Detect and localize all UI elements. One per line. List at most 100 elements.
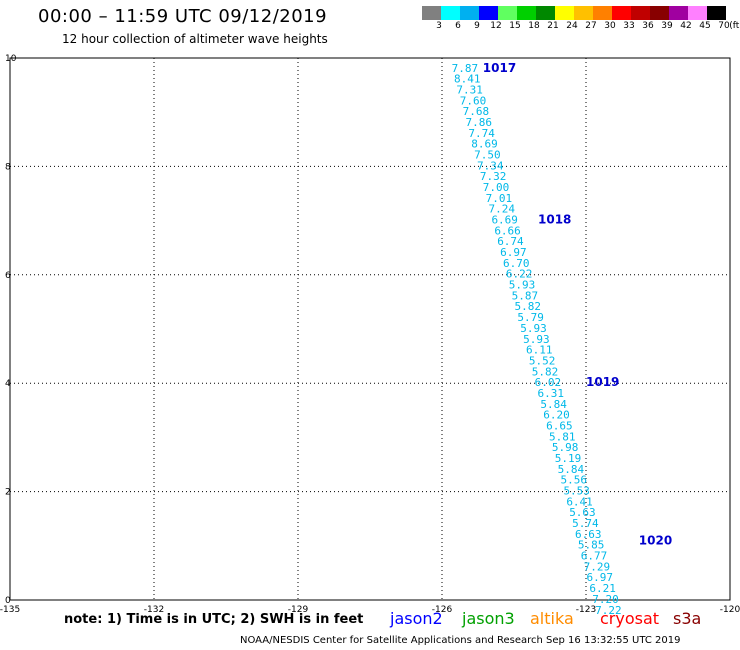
swh-value: 5.74 [572,517,599,530]
color-legend-label: 12 [490,21,502,31]
swh-value: 7.32 [480,170,507,183]
swh-value: 5.56 [561,474,588,487]
color-legend-label: 45 [699,21,711,31]
x-tick-label: -126 [432,605,453,615]
x-tick-label: -129 [288,605,309,615]
y-tick-label: 10 [5,54,17,64]
color-legend-label: 39 [661,21,673,31]
color-legend-label: 30 [604,21,616,31]
y-tick-label: 8 [5,162,11,172]
swh-value: 7.68 [463,105,490,118]
swh-value: 5.53 [563,485,590,498]
swh-value: 5.79 [517,311,544,324]
swh-value: 5.84 [540,398,567,411]
color-swatch [574,6,593,20]
color-legend [422,6,726,20]
swh-value: 7.24 [489,203,516,216]
color-legend-label: 33 [623,21,635,31]
swh-value: 7.29 [584,560,611,573]
swh-value: 7.60 [460,94,487,107]
color-legend-label: 18 [528,21,540,31]
swh-value: 7.00 [483,181,510,194]
swh-value: 7.31 [456,83,483,96]
color-legend-label: 6 [455,21,461,31]
credit-line: NOAA/NESDIS Center for Satellite Applica… [240,635,681,646]
swh-value: 6.70 [503,257,529,270]
color-legend-label: 9 [474,21,480,31]
swh-value: 5.98 [552,441,579,454]
map-subtitle: 12 hour collection of altimeter wave hei… [62,32,328,46]
swh-value: 6.74 [497,235,524,248]
swh-value: 6.22 [506,268,532,281]
time-label: 1017 [483,61,516,75]
swh-value: 6.11 [526,344,553,357]
time-label: 1019 [586,375,619,389]
color-legend-label: 42 [680,21,692,31]
swh-value: 6.65 [546,419,573,432]
color-swatch [536,6,555,20]
swh-value: 5.87 [512,289,538,302]
satellite-legend-item: altika [530,609,574,628]
color-legend-label: 24 [566,21,578,31]
swh-value: 6.69 [491,214,518,227]
color-swatch [612,6,631,20]
swh-value: 7.34 [477,159,504,172]
color-legend-label: 21 [547,21,559,31]
swh-value: 5.84 [558,463,585,476]
x-tick-label: -132 [144,605,164,615]
satellite-legend-item: jason2 [390,609,443,628]
time-label: 1018 [538,213,571,227]
swh-value: 8.69 [471,138,498,151]
swh-value: 5.93 [523,333,550,346]
swh-value: 5.82 [532,365,559,378]
swh-value: 6.97 [500,246,526,259]
swh-value: 6.20 [543,409,570,422]
swh-value: 5.19 [555,452,582,465]
y-tick-label: 2 [5,488,11,498]
color-swatch [669,6,688,20]
swh-value: 7.86 [466,116,493,129]
swh-value: 7.20 [592,593,619,606]
color-swatch [555,6,574,20]
time-label: 1020 [639,533,672,547]
color-swatch [650,6,669,20]
plot-frame [9,57,731,601]
swh-value: 5.52 [529,354,556,367]
color-swatch [517,6,536,20]
swh-value: 5.82 [514,300,541,313]
swh-value: 8.41 [454,73,481,86]
swh-value: 6.21 [589,582,616,595]
swh-value: 7.22 [595,604,622,617]
swh-value: 6.77 [581,550,608,563]
swh-value: 5.93 [520,322,547,335]
y-tick-label: 4 [5,379,11,389]
swh-value: 5.63 [569,506,596,519]
swh-value: 5.93 [509,279,535,292]
color-legend-label: 3 [436,21,442,31]
swh-value: 7.74 [468,127,495,140]
y-tick-label: 0 [5,596,11,606]
color-swatch [422,6,441,20]
swh-value: 6.02 [535,376,562,389]
x-tick-label: -135 [0,605,20,615]
swh-value: 5.85 [578,539,605,552]
color-swatch [631,6,650,20]
swh-value: 7.87 [452,62,479,75]
satellite-legend-item: jason3 [462,609,515,628]
swh-value: 7.50 [474,148,501,161]
color-legend-label: 36 [642,21,654,31]
swh-value: 5.81 [549,430,576,443]
satellite-legend-item: cryosat [600,609,660,628]
color-legend-label: 27 [585,21,597,31]
color-legend-label: (ft) [729,21,740,31]
color-legend-label: 15 [509,21,521,31]
color-swatch [498,6,517,20]
color-swatch [479,6,498,20]
map-title: 00:00 – 11:59 UTC 09/12/2019 [38,6,328,27]
swh-value: 6.97 [586,571,613,584]
color-swatch [707,6,726,20]
color-swatch [460,6,479,20]
units-note: note: 1) Time is in UTC; 2) SWH is in fe… [64,612,364,627]
swh-value: 6.31 [538,387,565,400]
